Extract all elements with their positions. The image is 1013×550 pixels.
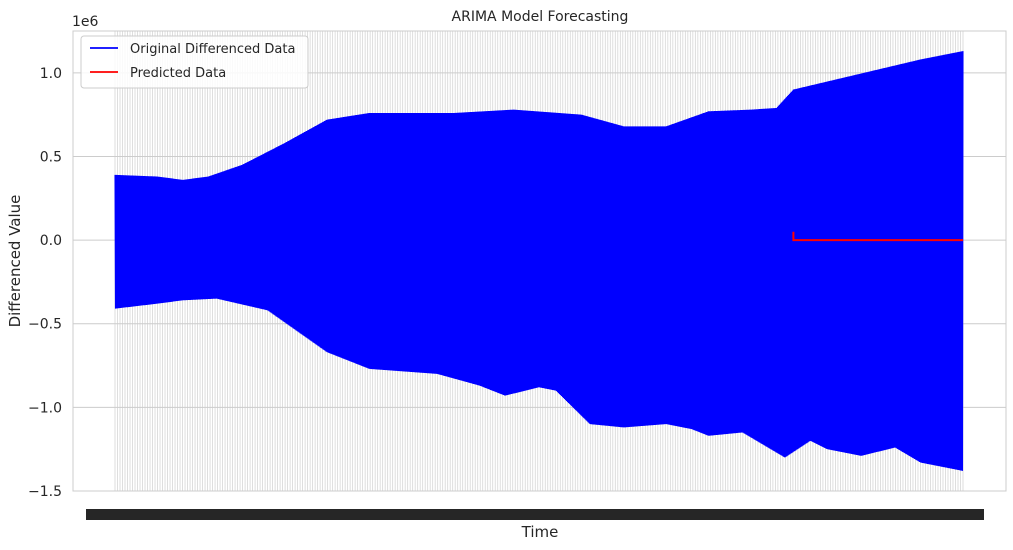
- y-tick-label: 0.0: [40, 233, 62, 249]
- chart-data-layer: [114, 51, 964, 471]
- series-predicted-line: [792, 231, 963, 242]
- y-axis-label: Differenced Value: [6, 195, 24, 328]
- series-original-line: [114, 51, 964, 471]
- y-tick-label: −1.0: [28, 400, 62, 416]
- chart-x-ticks: [86, 509, 984, 520]
- legend-label-predicted: Predicted Data: [130, 66, 226, 81]
- x-axis-label: Time: [521, 523, 559, 541]
- y-tick-label: 0.5: [40, 149, 62, 165]
- x-tick-labels-overlap: [86, 509, 984, 520]
- legend: Original Differenced Data Predicted Data: [80, 35, 309, 89]
- y-tick-label: −1.5: [28, 484, 62, 500]
- legend-label-original: Original Differenced Data: [130, 42, 295, 57]
- plot-frame: [72, 30, 1007, 492]
- y-tick-label: 1.0: [40, 66, 62, 82]
- chart-title: ARIMA Model Forecasting: [452, 9, 629, 25]
- y-tick-label: −0.5: [28, 317, 62, 333]
- chart-offset-label: 1e6: [72, 14, 99, 30]
- chart-y-ticks: −1.5 −1.0 −0.5 0.0 0.5 1.0: [28, 66, 62, 500]
- legend-box: [80, 35, 309, 89]
